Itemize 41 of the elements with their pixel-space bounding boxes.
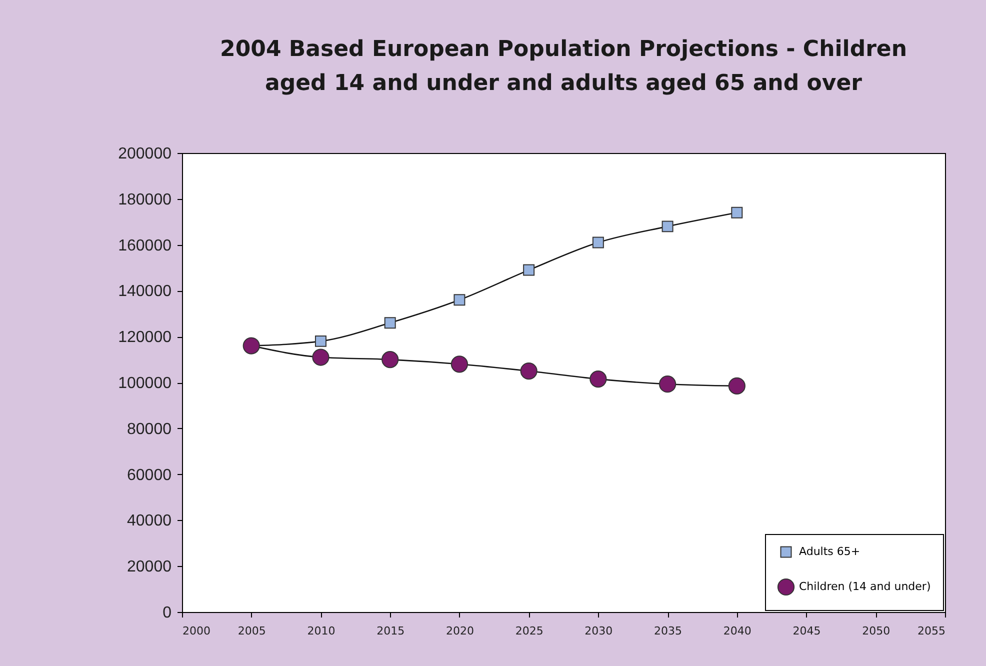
y-tick-label: 180000: [118, 191, 172, 208]
y-tick-label: 0: [162, 604, 172, 622]
y-tick-label: 200000: [118, 146, 172, 162]
x-tick-label: 2010: [307, 624, 336, 638]
point: [590, 370, 607, 388]
point: [384, 317, 396, 329]
point: [454, 294, 466, 306]
chart-title: 2004 Based European Population Projections - Children aged 14 and under and adults aged 65 and over: [220, 37, 907, 96]
point: [314, 335, 326, 347]
point: [312, 348, 330, 366]
x-tick-label: 2000: [182, 624, 210, 638]
y-tick-label: 120000: [118, 329, 172, 346]
x-tick-label: 2055: [918, 624, 946, 638]
point: [242, 337, 260, 354]
x-tick-label: 2015: [376, 624, 405, 638]
x-tick-label: 2040: [723, 624, 752, 638]
x-tick-label: 2030: [584, 624, 613, 638]
y-tick-label: 20000: [127, 558, 172, 576]
legend-label: Children (14 and under): [799, 580, 931, 593]
x-tick-label: 2005: [238, 624, 266, 638]
y-tick-label: 40000: [127, 512, 172, 530]
x-tick-label: 2025: [515, 624, 544, 638]
x-tick-label: 2050: [862, 624, 890, 638]
y-tick-label: 100000: [118, 375, 172, 392]
point: [592, 236, 604, 248]
y-tick-label: 80000: [127, 420, 172, 438]
point: [728, 377, 746, 394]
point: [382, 351, 399, 368]
x-tick-label: 2020: [446, 624, 474, 638]
point: [520, 362, 538, 380]
point: [731, 206, 743, 218]
y-tick-label: 60000: [127, 466, 172, 484]
point: [662, 220, 674, 232]
y-tick-label: 140000: [118, 283, 172, 300]
legend-label: Adults 65+: [799, 545, 860, 558]
point: [523, 264, 535, 276]
y-tick-label: 160000: [118, 237, 172, 254]
x-tick-label: 2035: [654, 624, 682, 638]
point: [658, 376, 676, 393]
point: [450, 356, 468, 373]
x-tick-label: 2045: [792, 624, 821, 638]
